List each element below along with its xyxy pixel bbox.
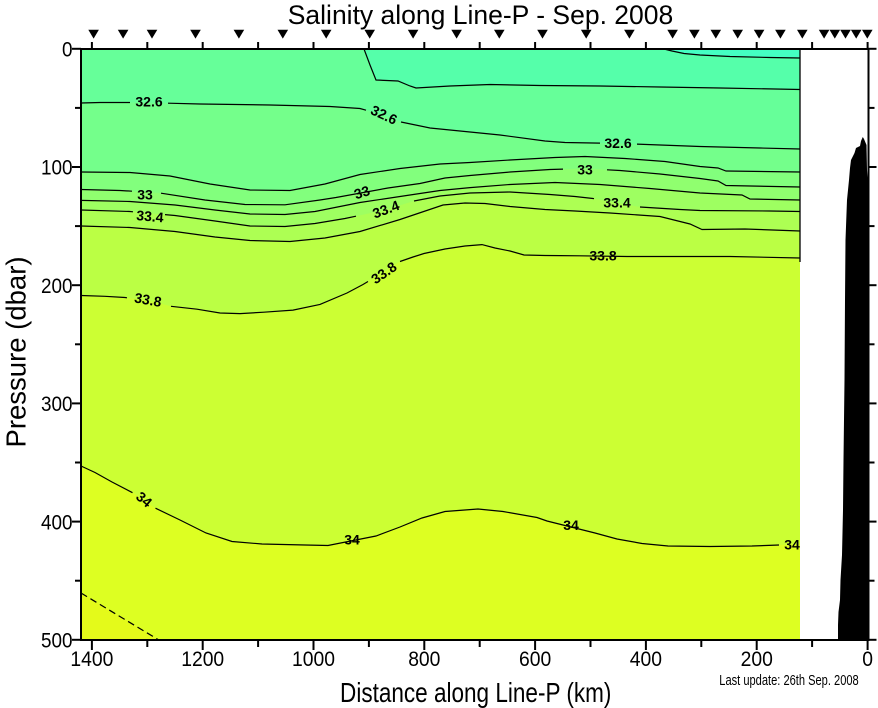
svg-text:Distance along Line-P (km): Distance along Line-P (km): [340, 678, 611, 708]
svg-text:33.8: 33.8: [133, 289, 163, 310]
svg-text:34: 34: [563, 517, 579, 533]
svg-text:1400: 1400: [70, 648, 113, 671]
svg-text:0: 0: [62, 39, 73, 62]
svg-text:32.6: 32.6: [604, 135, 631, 151]
svg-text:1000: 1000: [292, 648, 335, 671]
svg-text:Salinity along Line-P - Sep. 2: Salinity along Line-P - Sep. 2008: [288, 0, 674, 30]
svg-text:100: 100: [41, 157, 73, 180]
svg-text:400: 400: [630, 648, 662, 671]
svg-text:400: 400: [41, 511, 73, 534]
svg-text:33: 33: [577, 162, 593, 178]
svg-text:200: 200: [41, 275, 73, 298]
svg-text:800: 800: [408, 648, 440, 671]
svg-text:1200: 1200: [181, 648, 224, 671]
svg-text:Last update: 26th Sep. 2008: Last update: 26th Sep. 2008: [719, 671, 858, 688]
svg-text:34: 34: [784, 537, 800, 553]
svg-text:33: 33: [352, 182, 372, 202]
svg-text:33: 33: [137, 187, 153, 203]
svg-text:33.8: 33.8: [589, 248, 616, 264]
svg-text:0: 0: [862, 648, 873, 671]
svg-text:33.4: 33.4: [136, 207, 165, 225]
svg-text:200: 200: [741, 648, 773, 671]
svg-text:33.4: 33.4: [603, 195, 630, 211]
svg-text:Pressure (dbar): Pressure (dbar): [1, 256, 32, 447]
svg-text:300: 300: [41, 393, 73, 416]
svg-text:600: 600: [519, 648, 551, 671]
svg-text:32.6: 32.6: [135, 94, 162, 110]
svg-text:500: 500: [41, 630, 73, 653]
svg-text:34: 34: [344, 532, 360, 548]
